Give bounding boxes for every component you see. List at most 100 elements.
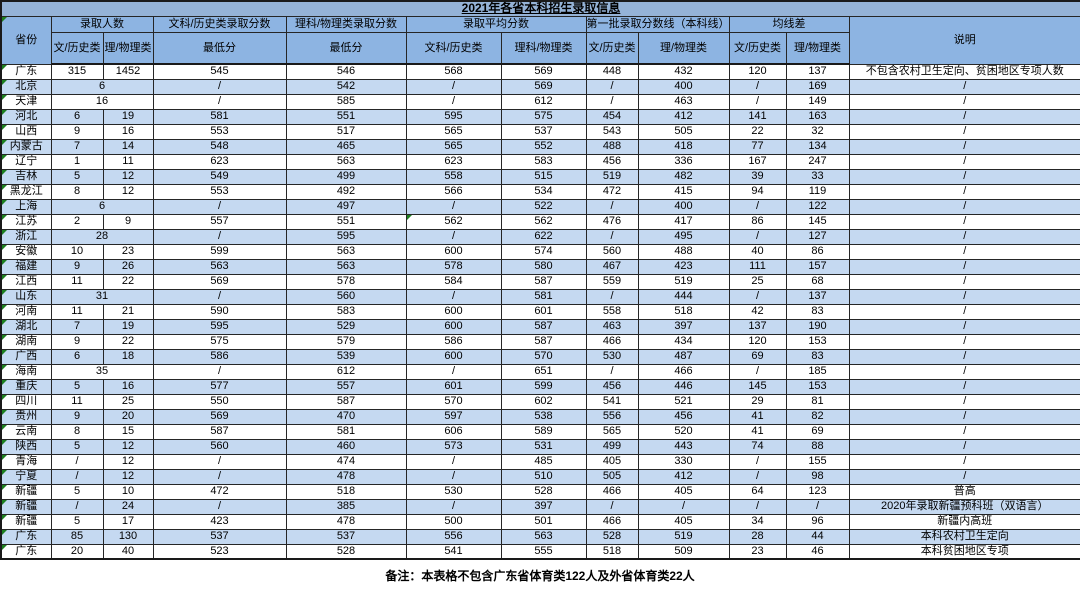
data-cell: 405 [585,453,639,470]
table-row: 浙江 28/595/622/495/127/ [0,228,1080,245]
data-cell: 587 [152,423,287,440]
data-cell: / [152,288,287,305]
data-cell: 465 [285,138,407,155]
note-cell: 普高 [848,483,1080,500]
province-cell: 云南 [0,423,52,440]
data-cell: 563 [152,258,287,275]
data-cell: 423 [637,258,730,275]
footer-note: 备注：本表格不包含广东省体育类122人及外省体育类22人 [385,569,695,583]
data-cell: / [585,198,639,215]
data-cell: 14 [102,138,154,155]
data-cell: 530 [585,348,639,365]
data-cell: 623 [152,153,287,170]
data-cell: / [152,363,287,380]
data-cell: 17 [102,513,154,530]
data-cell: / [152,498,287,515]
note-cell: / [848,333,1080,350]
province-cell: 四川 [0,393,52,410]
table-row: 上海 6/497/522/400/122/ [0,198,1080,215]
data-cell: 12 [102,453,154,470]
data-cell: 545 [152,63,287,80]
data-cell: 247 [785,153,850,170]
table-row: 重庆 5 16 577 557 601 599 456 446 145 153/ [0,378,1080,395]
data-cell: 568 [405,63,502,80]
data-cell: 546 [285,63,407,80]
data-cell: 515 [500,168,587,185]
data-cell: 46 [785,543,850,560]
data-cell: / [405,228,502,245]
data-cell: 39 [728,168,787,185]
data-cell: 492 [285,183,407,200]
data-cell: 500 [405,513,502,530]
data-cell: 569 [500,63,587,80]
data-cell: / [152,228,287,245]
data-cell: 528 [285,543,407,560]
data-cell: 41 [728,423,787,440]
data-cell: 448 [585,63,639,80]
data-cell: 563 [500,528,587,545]
data-cell: / [637,498,730,515]
data-cell: 509 [637,543,730,560]
data-cell: 589 [500,423,587,440]
note-cell: 本科农村卫生定向 [848,528,1080,545]
data-cell: 69 [785,423,850,440]
admitted-count-merged-cell: 6 [50,198,154,215]
data-cell: 9 [50,258,104,275]
note-cell: / [848,378,1080,395]
data-cell: / [405,93,502,110]
data-cell: / [728,498,787,515]
data-cell: 23 [728,543,787,560]
province-cell: 宁夏 [0,468,52,485]
data-cell: 169 [785,78,850,95]
data-cell: 499 [285,168,407,185]
data-cell: 563 [285,243,407,260]
data-cell: 556 [585,408,639,425]
data-cell: 551 [285,108,407,125]
data-cell: 578 [405,258,502,275]
data-cell: 463 [637,93,730,110]
data-cell: 415 [637,183,730,200]
data-cell: 16 [102,123,154,140]
data-cell: 443 [637,438,730,455]
data-cell: 501 [500,513,587,530]
table-row: 广东 85 130 537 537 556 563 528 519 28 44 本科农村卫生定向 [0,528,1080,545]
data-cell: 7 [50,138,104,155]
note-cell: / [848,168,1080,185]
data-cell: / [405,198,502,215]
data-cell: 444 [637,288,730,305]
data-cell: 466 [637,363,730,380]
data-cell: 570 [405,393,502,410]
data-cell: 81 [785,393,850,410]
note-cell: / [848,228,1080,245]
data-cell: 531 [500,438,587,455]
data-cell: / [405,498,502,515]
data-cell: 22 [728,123,787,140]
data-cell: 74 [728,438,787,455]
table-row: 辽宁 1 11 623 563 623 583 456 336 167 247/ [0,153,1080,170]
data-cell: 77 [728,138,787,155]
table-row: 安徽 10 23 599 563 600 574 560 488 40 86/ [0,243,1080,260]
table-row: 黑龙江 8 12 553 492 566 534 472 415 94 119/ [0,183,1080,200]
province-cell: 贵州 [0,408,52,425]
data-cell: 499 [585,438,639,455]
data-cell: / [728,453,787,470]
data-cell: 145 [785,213,850,230]
data-cell: 412 [637,468,730,485]
data-cell: 541 [405,543,502,560]
data-cell: 456 [637,408,730,425]
data-cell: 22 [102,333,154,350]
admitted-count-merged-cell: 31 [50,288,154,305]
data-cell: / [50,498,104,515]
data-cell: 456 [585,378,639,395]
data-cell: 64 [728,483,787,500]
data-cell: 23 [102,243,154,260]
data-cell: 578 [285,273,407,290]
data-cell: 600 [405,348,502,365]
data-cell: 517 [285,123,407,140]
data-cell: 456 [585,153,639,170]
table-row: 河南 11 21 590 583 600 601 558 518 42 83/ [0,303,1080,320]
data-cell: / [585,93,639,110]
page-title: 2021年各省本科招生录取信息 [0,0,1080,17]
data-cell: 579 [285,333,407,350]
data-cell: 400 [637,198,730,215]
